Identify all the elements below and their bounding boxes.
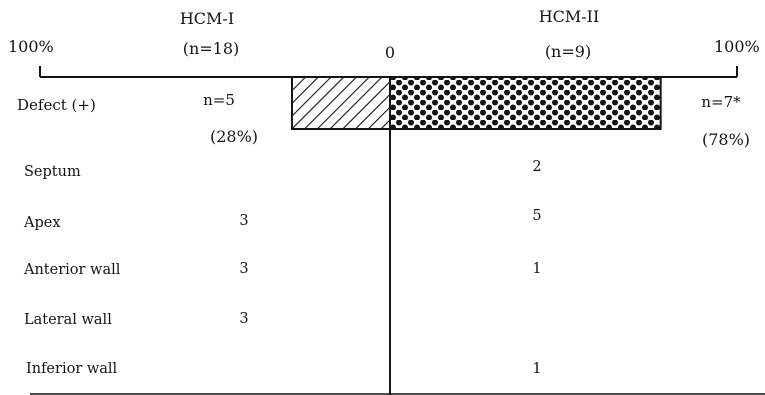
axis-right-label: 100% [714, 37, 760, 56]
axis-center-label: 0 [385, 43, 395, 62]
row-septum-hcm2: 2 [532, 159, 541, 175]
row-label-inferior-wall: Inferior wall [26, 361, 118, 377]
axis-left-label: 100% [8, 37, 54, 56]
row-label-apex: Apex [23, 215, 61, 231]
group-label-hcm2: HCM-II [539, 7, 600, 26]
defect-hcm2-n: n=7* [701, 93, 741, 111]
defect-hcm1-pct: (28%) [210, 127, 258, 146]
group-n-hcm1: (n=18) [183, 39, 240, 58]
row-lateral-hcm1: 3 [239, 311, 248, 327]
row-label-anterior-wall: Anterior wall [23, 262, 121, 278]
row-anterior-hcm1: 3 [239, 261, 248, 277]
defect-hcm2-pct: (78%) [702, 130, 750, 149]
row-anterior-hcm2: 1 [532, 261, 541, 277]
group-n-hcm2: (n=9) [545, 42, 591, 61]
row-label-septum: Septum [24, 164, 81, 180]
row-apex-hcm1: 3 [239, 213, 248, 229]
bar-hcm1-defect [291, 76, 391, 130]
defect-label: Defect (+) [17, 96, 96, 114]
row-inferior-hcm2: 1 [532, 361, 541, 377]
row-label-lateral-wall: Lateral wall [24, 312, 112, 328]
row-apex-hcm2: 5 [532, 208, 541, 224]
bar-hcm2-defect [389, 76, 662, 130]
defect-hcm1-n: n=5 [203, 91, 235, 109]
group-label-hcm1: HCM-I [180, 9, 234, 28]
